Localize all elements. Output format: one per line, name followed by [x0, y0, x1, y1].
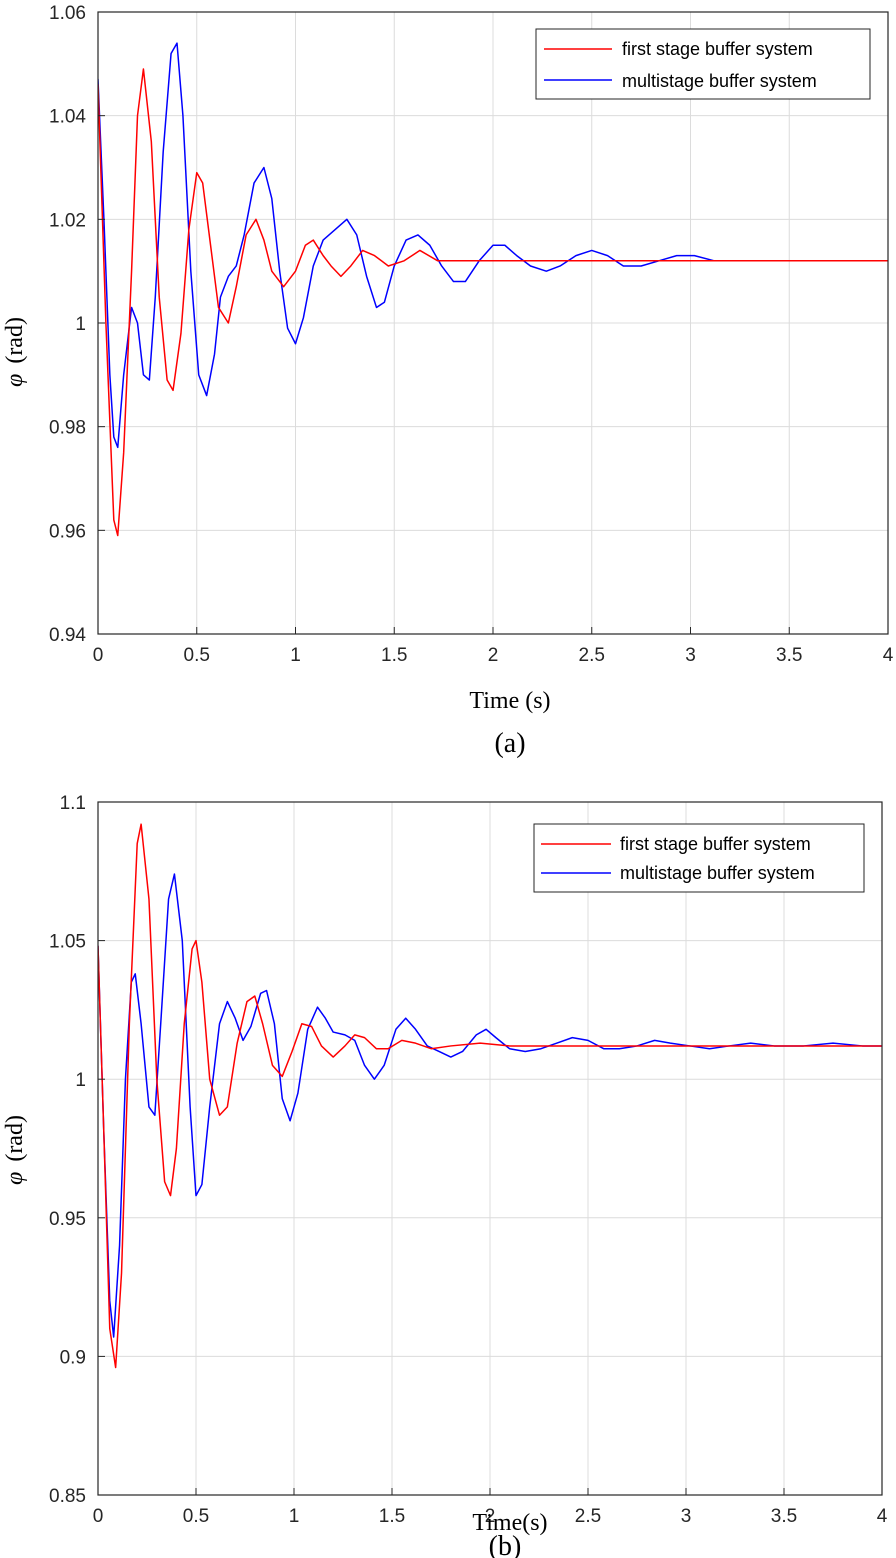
x-tick-label: 4	[877, 1506, 888, 1527]
tick-labels: 0 0.5 1 1.5 2 2.5 3 3.5 4 0.94 0.96 0.98 1 1.02 1.04 1.…	[49, 3, 894, 666]
y-axis-symbol: φ	[2, 374, 28, 387]
legend: first stage buffer system multistage buf…	[533, 823, 865, 893]
x-tick-label: 0.5	[184, 645, 210, 666]
x-tick-label: 3	[681, 1506, 692, 1527]
y-tick-label: 1.02	[49, 210, 86, 231]
y-axis-label: φ (rad)	[2, 1115, 28, 1185]
x-tick-label: 2.5	[579, 645, 605, 666]
series-line-multistage	[98, 873, 882, 1338]
y-tick-label: 0.98	[49, 418, 86, 439]
x-tick-label: 3.5	[771, 1506, 797, 1527]
y-tick-label: 1.06	[49, 3, 86, 24]
x-tick-label: 1.5	[381, 645, 407, 666]
y-tick-label: 1	[75, 1070, 86, 1091]
x-tick-label: 1.5	[379, 1506, 405, 1527]
x-tick-label: 1	[289, 1506, 300, 1527]
x-tick-label: 2	[485, 1506, 496, 1527]
legend-label-first-stage: first stage buffer system	[620, 834, 811, 854]
x-tick-label: 4	[883, 645, 894, 666]
y-tick-label: 1	[75, 314, 86, 335]
x-tick-label: 1	[290, 645, 301, 666]
chart-panel-b: 0 0.5 1 1.5 2 2.5 3 3.5 4 0.85 0.9 0.95 1 1.05 1.1 Tim…	[2, 793, 888, 1558]
x-tick-label: 2.5	[575, 1506, 601, 1527]
series-line-first-stage	[98, 68, 888, 537]
legend-box	[533, 823, 865, 893]
legend: first stage buffer system multistage buf…	[535, 28, 871, 100]
series-lines	[98, 823, 882, 1369]
series-line-multistage	[98, 42, 888, 449]
x-tick-label: 0.5	[183, 1506, 209, 1527]
series-lines	[98, 42, 888, 537]
legend-label-multistage: multistage buffer system	[620, 863, 815, 883]
chart-panel-a: 0 0.5 1 1.5 2 2.5 3 3.5 4 0.94 0.96 0.98 1 1.02 1.04 1.…	[2, 3, 894, 759]
y-tick-label: 0.95	[49, 1209, 86, 1230]
tick-labels: 0 0.5 1 1.5 2 2.5 3 3.5 4 0.85 0.9 0.95 1 1.05 1.1	[49, 793, 888, 1527]
x-tick-label: 0	[93, 1506, 104, 1527]
y-axis-unit: (rad)	[2, 1115, 28, 1162]
y-axis-label: φ (rad)	[2, 317, 28, 387]
legend-box	[535, 28, 871, 100]
y-tick-label: 1.05	[49, 932, 86, 953]
legend-label-first-stage: first stage buffer system	[622, 39, 813, 59]
panel-caption: (a)	[494, 728, 525, 759]
x-tick-label: 0	[93, 645, 104, 666]
legend-label-multistage: multistage buffer system	[622, 71, 817, 91]
y-tick-label: 0.85	[49, 1486, 86, 1507]
x-axis-label: Time (s)	[469, 688, 550, 714]
y-tick-label: 0.9	[60, 1347, 86, 1368]
x-tick-label: 3.5	[776, 645, 802, 666]
y-tick-label: 1.04	[49, 107, 86, 128]
y-tick-label: 1.1	[60, 793, 86, 814]
y-tick-label: 0.94	[49, 625, 86, 646]
y-axis-symbol: φ	[2, 1172, 28, 1185]
x-tick-label: 2	[488, 645, 499, 666]
x-axis-label: Time(s)	[472, 1510, 547, 1536]
y-tick-label: 0.96	[49, 521, 86, 542]
series-line-first-stage	[98, 823, 882, 1369]
x-tick-label: 3	[685, 645, 696, 666]
y-axis-unit: (rad)	[2, 317, 28, 364]
panel-caption: (b)	[489, 1531, 522, 1558]
